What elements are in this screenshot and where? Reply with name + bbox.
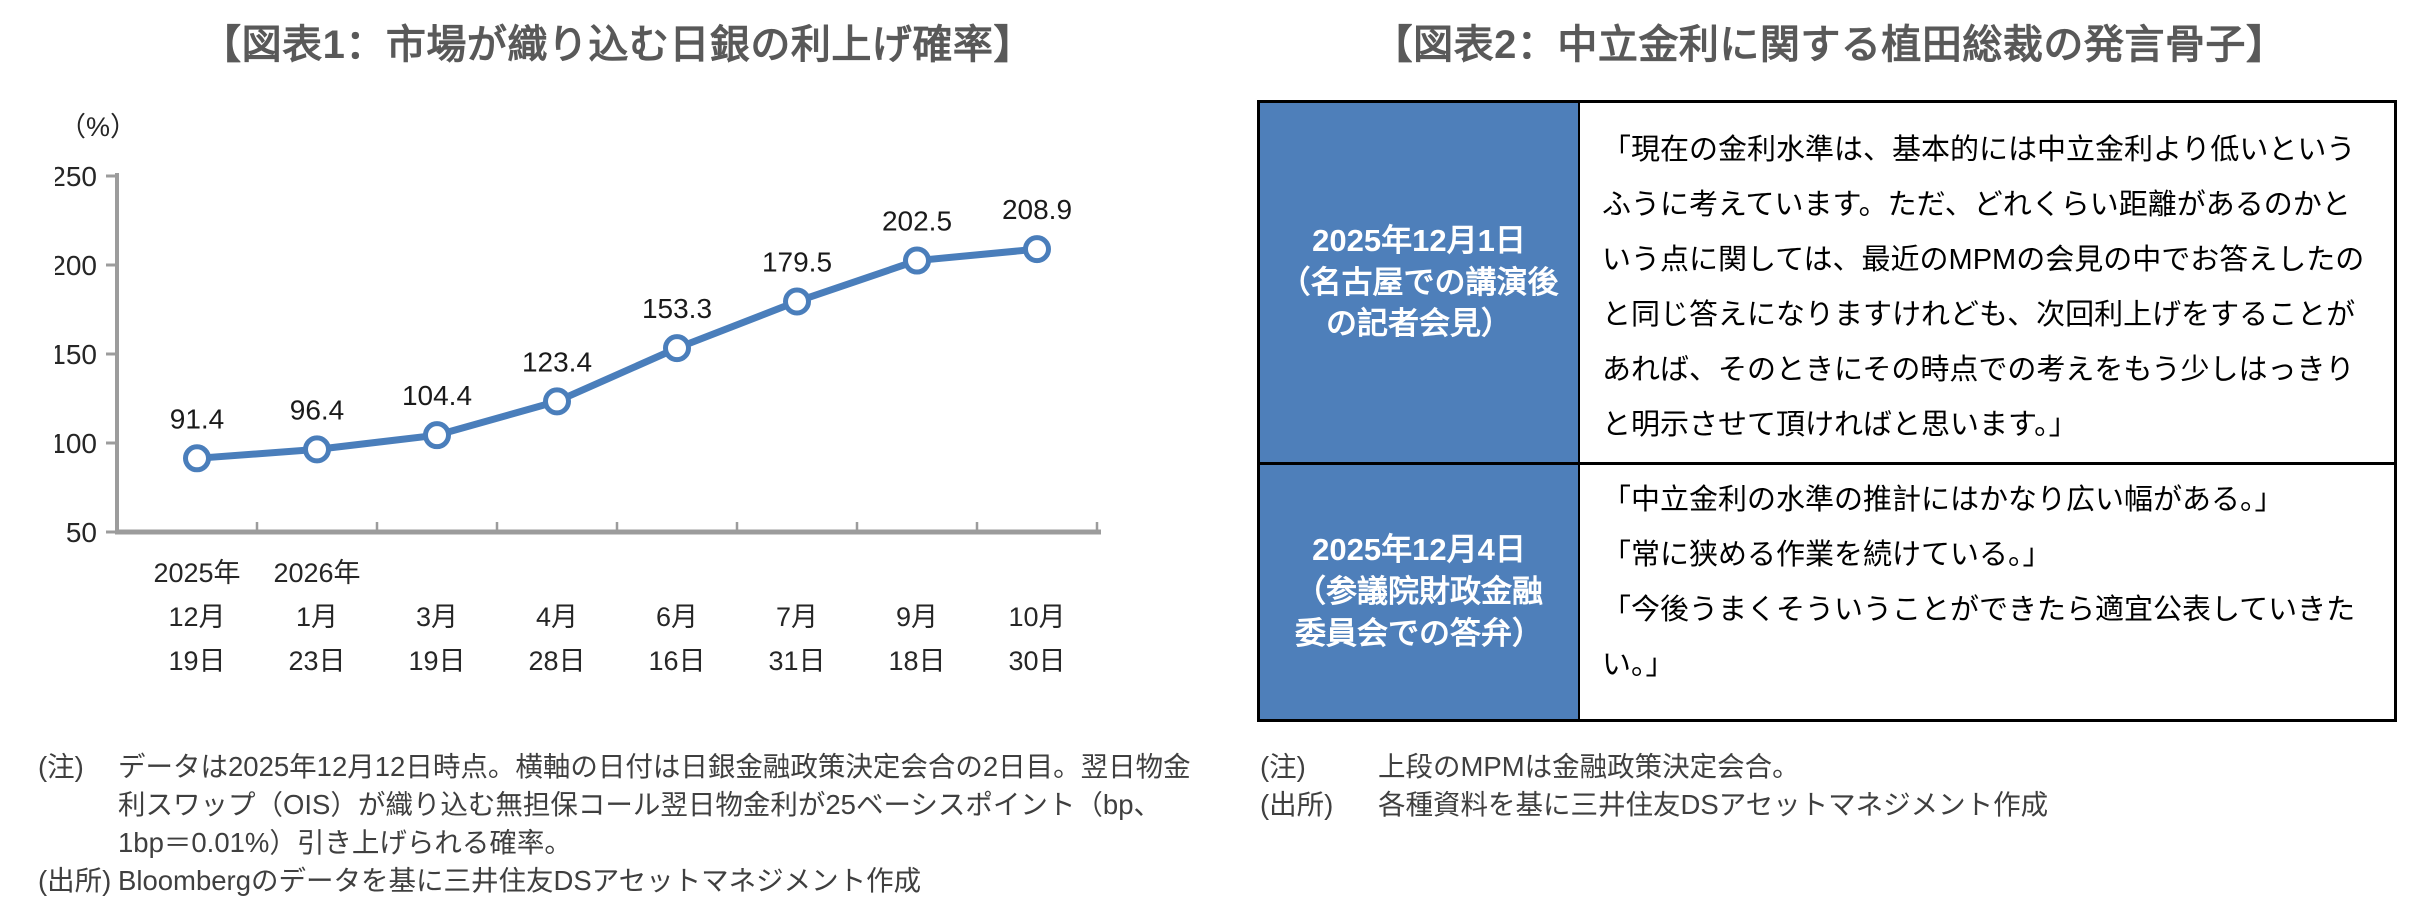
note-text: 上段のMPMは金融政策決定会合。	[1378, 751, 1800, 782]
note-label: (注)	[38, 751, 84, 782]
note-text: データは2025年12月12日時点。横軸の日付は日銀金融政策決定会合の2日目。翌…	[118, 751, 1191, 858]
svg-text:179.5: 179.5	[762, 246, 832, 277]
source-text: Bloombergのデータを基に三井住友DSアセットマネジメント作成	[118, 865, 922, 896]
svg-text:6月: 6月	[656, 602, 698, 632]
figure2-title: 【図表2：中立金利に関する植田総裁の発言骨子】	[1372, 23, 2287, 67]
svg-text:104.4: 104.4	[402, 380, 472, 411]
svg-text:19日: 19日	[408, 646, 465, 676]
source-label: (出所)	[1260, 789, 1334, 820]
svg-text:200: 200	[55, 250, 97, 281]
quote-line: 「中立金利の水準の推計にはかなり広い幅がある。」	[1602, 484, 2284, 516]
svg-text:10月: 10月	[1008, 602, 1065, 632]
table-row1-date-header: 2025年12月1日 （名古屋での講演後 の記者会見）	[1260, 103, 1580, 465]
figure1-source: (出所) Bloombergのデータを基に三井住友DSアセットマネジメント作成	[38, 862, 1193, 900]
figure1-title: 【図表1：市場が織り込む日銀の利上げ確率】	[201, 23, 1034, 67]
table-row2-date-header: 2025年12月4日 （参議院財政金融 委員会での答弁）	[1260, 465, 1580, 719]
svg-text:23日: 23日	[288, 646, 345, 676]
rate-hike-probability-chart: 50 100 150 200 250 （%） 91.4 96.4 104.4 123.4 153.3…	[55, 112, 1101, 676]
svg-text:4月: 4月	[536, 602, 578, 632]
svg-text:202.5: 202.5	[882, 206, 952, 237]
svg-text:50: 50	[66, 517, 97, 548]
source-label: (出所)	[38, 865, 112, 896]
svg-text:1月: 1月	[296, 602, 338, 632]
svg-text:18日: 18日	[888, 646, 945, 676]
svg-text:123.4: 123.4	[522, 346, 592, 377]
svg-text:3月: 3月	[416, 602, 458, 632]
svg-text:208.9: 208.9	[1002, 194, 1072, 225]
note-label: (注)	[1260, 751, 1306, 782]
svg-text:12月: 12月	[168, 602, 225, 632]
svg-text:153.3: 153.3	[642, 293, 712, 324]
svg-text:16日: 16日	[648, 646, 705, 676]
svg-text:19日: 19日	[168, 646, 225, 676]
figure2-footnotes: (注) 上段のMPMは金融政策決定会合。 (出所) 各種資料を基に三井住友DSア…	[1260, 748, 2370, 824]
source-text: 各種資料を基に三井住友DSアセットマネジメント作成	[1378, 789, 2049, 820]
svg-text:30日: 30日	[1008, 646, 1065, 676]
svg-text:28日: 28日	[528, 646, 585, 676]
svg-text:2026年: 2026年	[273, 558, 360, 588]
table-row1-quote: 「現在の金利水準は、基本的には中立金利より低いというふうに考えています。ただ、ど…	[1580, 103, 2394, 465]
svg-text:2025年: 2025年	[153, 558, 240, 588]
svg-text:250: 250	[55, 161, 97, 192]
svg-text:31日: 31日	[768, 646, 825, 676]
svg-text:7月: 7月	[776, 602, 818, 632]
svg-text:9月: 9月	[896, 602, 938, 632]
svg-text:（%）: （%）	[59, 112, 137, 142]
quote-line: 「今後うまくそういうことができたら適宜公表していきたい。」	[1602, 594, 2356, 681]
quote-line: 「常に狭める作業を続けている。」	[1602, 539, 2052, 571]
figure2-source: (出所) 各種資料を基に三井住友DSアセットマネジメント作成	[1260, 786, 2370, 824]
figure1-footnotes: (注) データは2025年12月12日時点。横軸の日付は日銀金融政策決定会合の2…	[38, 748, 1193, 900]
figure2-note: (注) 上段のMPMは金融政策決定会合。	[1260, 748, 2370, 786]
figure1-note: (注) データは2025年12月12日時点。横軸の日付は日銀金融政策決定会合の2…	[38, 748, 1193, 862]
table-row2-quotes: 「中立金利の水準の推計にはかなり広い幅がある。」 「常に狭める作業を続けている。…	[1580, 465, 2394, 719]
ueda-remarks-table: 2025年12月1日 （名古屋での講演後 の記者会見） 「現在の金利水準は、基本…	[1257, 100, 2397, 722]
svg-text:96.4: 96.4	[290, 394, 345, 425]
svg-text:91.4: 91.4	[170, 403, 225, 434]
svg-text:150: 150	[55, 339, 97, 370]
svg-text:100: 100	[55, 428, 97, 459]
